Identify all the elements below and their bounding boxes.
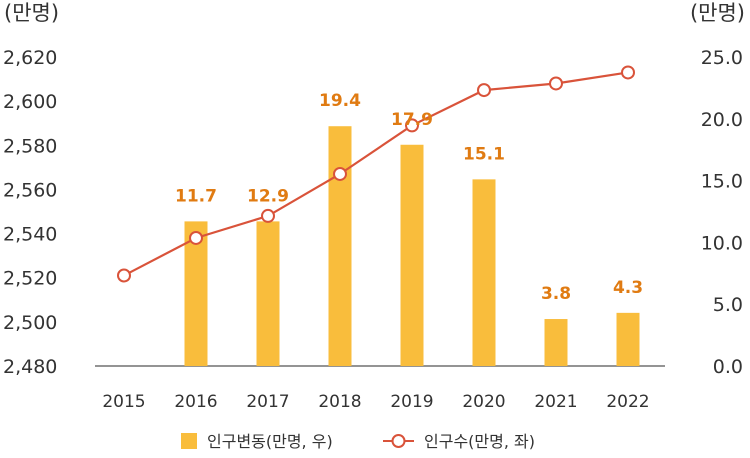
line-point <box>333 166 347 181</box>
x-tick-label: 2017 <box>246 392 289 412</box>
left-axis-unit: (만명) <box>4 1 59 25</box>
x-tick-label: 2015 <box>102 392 145 412</box>
bar-series <box>184 126 640 366</box>
left-tick-label: 2,520 <box>3 268 57 290</box>
right-tick-label: 10.0 <box>701 232 743 254</box>
bar-data-label: 11.7 <box>175 186 217 206</box>
bar-data-label: 19.4 <box>319 91 361 111</box>
left-tick-label: 2,500 <box>3 312 57 334</box>
left-axis-ticks: 2,480 2,500 2,520 2,540 2,560 2,580 2,600 2,620 <box>3 47 57 378</box>
right-axis-ticks: 0.0 5.0 10.0 15.0 20.0 25.0 <box>701 47 743 378</box>
x-tick-label: 2016 <box>174 392 217 412</box>
bar <box>328 126 352 366</box>
bar-data-label: 15.1 <box>463 144 505 164</box>
bar-data-labels: 11.7 12.9 19.4 17.9 15.1 3.8 4.3 <box>175 91 643 304</box>
x-tick-label: 2022 <box>606 392 649 412</box>
right-tick-label: 15.0 <box>701 171 743 193</box>
left-tick-label: 2,580 <box>3 135 57 157</box>
legend-label-line: 인구수(만명, 좌) <box>424 432 535 451</box>
bar <box>616 312 640 366</box>
x-axis-ticks: 2015 2016 2017 2018 2019 2020 2021 2022 <box>102 392 649 412</box>
bar <box>256 221 280 366</box>
line-point <box>261 208 275 223</box>
left-tick-label: 2,620 <box>3 47 57 69</box>
line-point <box>477 83 491 98</box>
x-tick-label: 2018 <box>318 392 361 412</box>
bar <box>184 221 208 366</box>
bar-data-label: 17.9 <box>391 110 433 130</box>
bar <box>400 144 424 366</box>
legend-label-bar: 인구변동(만명, 우) <box>207 432 333 451</box>
line-point <box>549 76 563 91</box>
line-point <box>117 268 131 283</box>
legend: 인구변동(만명, 우) 인구수(만명, 좌) <box>181 432 535 451</box>
x-tick-label: 2020 <box>462 392 505 412</box>
line-point <box>189 230 203 245</box>
bar-data-label: 12.9 <box>247 186 289 206</box>
right-tick-label: 20.0 <box>701 109 743 131</box>
line-point <box>405 118 419 133</box>
line-point <box>621 65 635 80</box>
bar-data-label: 4.3 <box>613 278 643 298</box>
x-tick-label: 2019 <box>390 392 433 412</box>
legend-marker-line <box>391 434 406 448</box>
right-axis-unit: (만명) <box>690 1 745 25</box>
x-tick-label: 2021 <box>534 392 577 412</box>
left-tick-label: 2,540 <box>3 224 57 246</box>
right-tick-label: 0.0 <box>713 356 743 378</box>
left-tick-label: 2,560 <box>3 179 57 201</box>
bar <box>472 179 496 366</box>
line-path <box>123 71 629 277</box>
legend-swatch-bar <box>181 433 197 449</box>
bar <box>544 319 568 366</box>
left-tick-label: 2,480 <box>3 356 57 378</box>
line-series <box>117 65 635 283</box>
right-tick-label: 25.0 <box>701 47 743 69</box>
left-tick-label: 2,600 <box>3 91 57 113</box>
right-tick-label: 5.0 <box>713 294 743 316</box>
bar-data-label: 3.8 <box>541 284 571 304</box>
